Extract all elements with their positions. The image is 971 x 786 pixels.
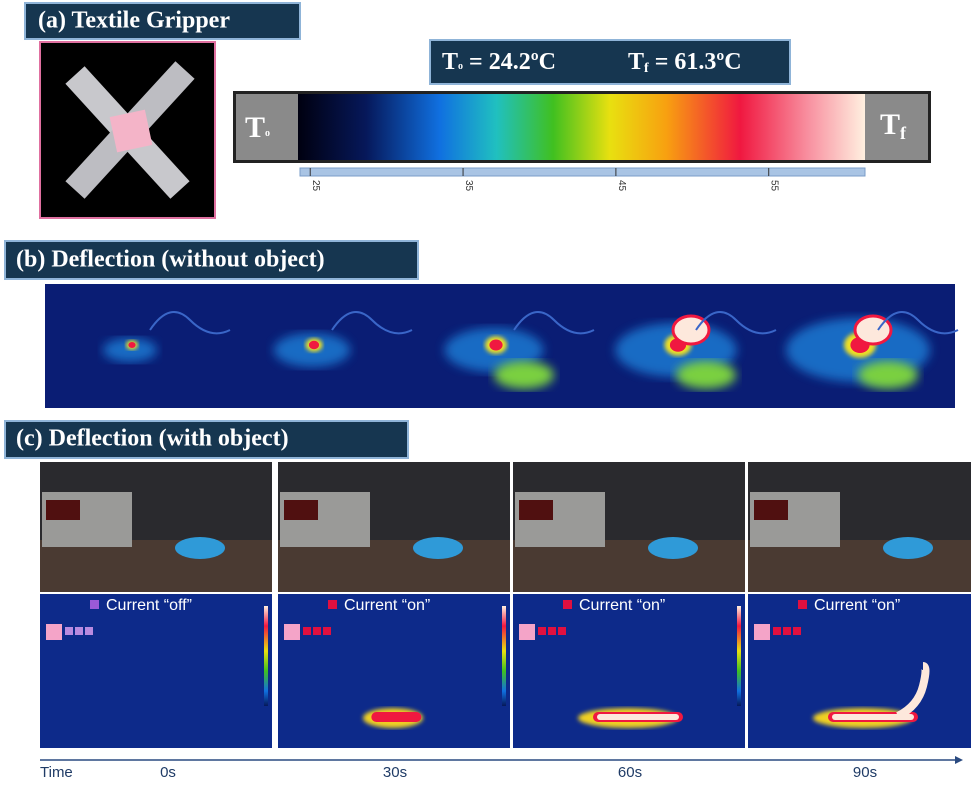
gripper-arm	[303, 627, 311, 635]
yarn	[883, 537, 933, 559]
gripper-icon	[519, 624, 535, 640]
wire	[331, 311, 413, 335]
header-box	[24, 2, 301, 40]
gripper-icon	[46, 624, 62, 640]
indicator	[328, 600, 337, 609]
bench	[278, 540, 510, 592]
gripper-arm	[793, 627, 801, 635]
time-tick: 60s	[618, 764, 642, 781]
gripper-arm	[75, 627, 83, 635]
hot	[489, 339, 503, 351]
time-tick: 30s	[383, 764, 407, 781]
wire	[513, 311, 595, 335]
panel-c-title: (c) Deflection (with object)	[16, 426, 289, 452]
bench	[40, 540, 272, 592]
bench	[748, 540, 971, 592]
indicator	[798, 600, 807, 609]
glow	[676, 361, 736, 389]
gripper-arm	[783, 627, 791, 635]
scale-bar	[264, 606, 268, 706]
gripper-arm	[548, 627, 556, 635]
hot-arm	[896, 662, 930, 720]
tick-label: 55	[769, 180, 780, 192]
colorbar-scale	[299, 167, 866, 177]
panel-b-title: (b) Deflection (without object)	[16, 247, 325, 273]
hot	[128, 342, 136, 348]
tick-label: 45	[616, 180, 627, 192]
header-box	[4, 240, 419, 280]
time-tick: 90s	[853, 764, 877, 781]
tick-label: 25	[310, 180, 321, 192]
colorbar-left-box	[236, 94, 298, 160]
temp-initial: To = 24.2ºC	[442, 49, 556, 75]
display	[284, 500, 318, 520]
colorbar-left-label: To	[245, 111, 270, 144]
display	[519, 500, 553, 520]
hot-core	[597, 714, 679, 720]
arrow-head	[955, 756, 963, 764]
yarn	[175, 537, 225, 559]
thermal-frames	[103, 311, 959, 389]
tick-label: 35	[463, 180, 474, 192]
colorbar-right-label: Tf	[880, 108, 907, 143]
panel-a-title: (a) Textile Gripper	[38, 8, 230, 34]
time-label: Time	[40, 764, 73, 781]
wire	[695, 311, 777, 335]
glow	[103, 338, 157, 362]
gripper-arm	[538, 627, 546, 635]
hot	[371, 712, 422, 722]
glow	[494, 361, 554, 389]
gripper-arm	[85, 627, 93, 635]
scale-bar	[737, 606, 741, 706]
current-label: Current “off”	[106, 597, 192, 614]
glow	[858, 361, 918, 389]
gripper-arm	[323, 627, 331, 635]
wire	[877, 311, 959, 335]
colorbar	[298, 94, 865, 160]
gripper-icon	[284, 624, 300, 640]
indicator	[563, 600, 572, 609]
wire	[149, 311, 231, 335]
gripper-arm	[313, 627, 321, 635]
temp-final: Tf = 61.3ºC	[628, 49, 742, 77]
display	[754, 500, 788, 520]
yarn	[413, 537, 463, 559]
current-label: Current “on”	[814, 597, 900, 614]
gripper-arm	[65, 627, 73, 635]
gripper-arm	[773, 627, 781, 635]
yarn	[648, 537, 698, 559]
hot-core	[832, 714, 914, 720]
thermal	[40, 594, 272, 748]
scale-bar	[502, 606, 506, 706]
hot	[308, 340, 320, 350]
current-label: Current “on”	[344, 597, 430, 614]
indicator	[90, 600, 99, 609]
temp-box	[429, 39, 791, 85]
colorbar-right-box	[865, 94, 928, 160]
current-label: Current “on”	[579, 597, 665, 614]
time-tick: 0s	[160, 764, 176, 781]
gripper-icon	[754, 624, 770, 640]
display	[46, 500, 80, 520]
gripper-shape	[65, 61, 195, 199]
gripper-arm	[558, 627, 566, 635]
header-box	[4, 420, 409, 459]
bench	[513, 540, 745, 592]
